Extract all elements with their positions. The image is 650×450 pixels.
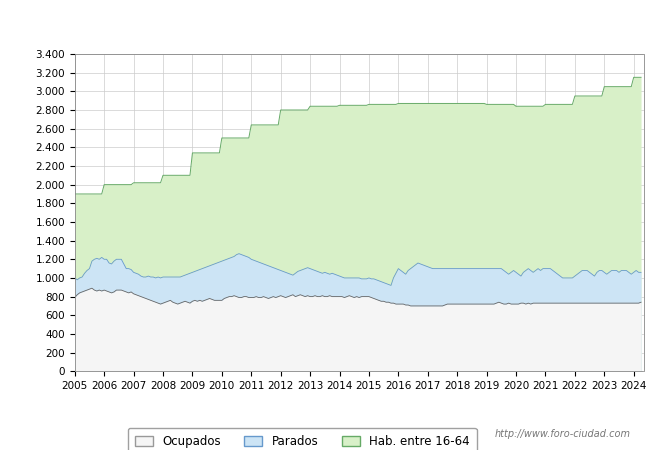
Text: Recas - Evolucion de la poblacion en edad de Trabajar Mayo de 2024: Recas - Evolucion de la poblacion en eda… <box>73 16 577 31</box>
Text: http://www.foro-ciudad.com: http://www.foro-ciudad.com <box>495 429 630 439</box>
Legend: Ocupados, Parados, Hab. entre 16-64: Ocupados, Parados, Hab. entre 16-64 <box>128 428 476 450</box>
